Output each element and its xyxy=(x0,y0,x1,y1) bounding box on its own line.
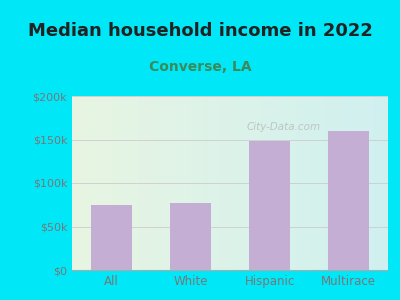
Bar xyxy=(328,131,369,270)
Text: City-Data.com: City-Data.com xyxy=(247,122,321,132)
Text: Median household income in 2022: Median household income in 2022 xyxy=(28,22,372,40)
Bar xyxy=(249,141,290,270)
Bar xyxy=(91,205,132,270)
Bar xyxy=(170,203,211,270)
Text: Converse, LA: Converse, LA xyxy=(149,60,251,74)
